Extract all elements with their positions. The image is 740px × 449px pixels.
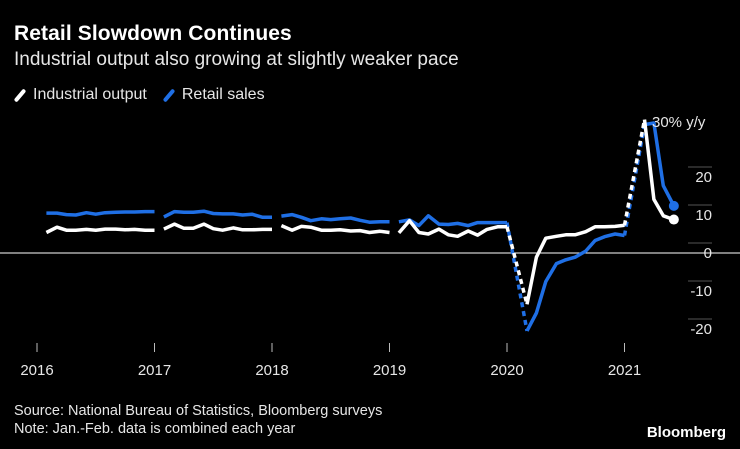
footnotes: Source: National Bureau of Statistics, B…	[14, 402, 382, 438]
y-tick-label: 0	[704, 245, 712, 262]
chart-subtitle: Industrial output also growing at slight…	[14, 49, 459, 70]
series-line-retail-sales	[644, 121, 676, 207]
legend: Industrial output Retail sales	[13, 86, 281, 104]
y-tick-label: -20	[690, 321, 712, 338]
legend-item-industrial-output: Industrial output	[13, 86, 147, 104]
y-axis-unit-label: 30% y/y	[652, 114, 706, 131]
x-tick-label: 2019	[373, 362, 406, 379]
series-line-retail-sales	[46, 209, 155, 217]
series-line-retail-sales	[281, 212, 390, 224]
data-note: Note: Jan.-Feb. data is combined each ye…	[14, 421, 296, 437]
x-tick-label: 2018	[255, 362, 288, 379]
series-line-retail-sales	[505, 222, 529, 332]
end-marker-retail-sales	[668, 200, 679, 211]
legend-label: Retail sales	[181, 86, 265, 103]
legend-item-retail-sales: Retail sales	[162, 86, 265, 104]
series-line-industrial-output	[642, 119, 675, 222]
y-tick-label: 20	[695, 169, 712, 186]
series-line-industrial-output	[280, 223, 390, 235]
series-line-industrial-output	[163, 222, 272, 232]
source-note: Source: National Bureau of Statistics, B…	[14, 403, 383, 419]
series-line-industrial-output	[45, 225, 155, 235]
series-line-retail-sales	[525, 232, 625, 332]
series-line-retail-sales	[163, 209, 272, 220]
x-tick-label: 2016	[20, 362, 53, 379]
y-tick-label: -10	[690, 283, 712, 300]
series-line-industrial-output	[525, 223, 625, 305]
end-marker-industrial-output	[668, 214, 679, 225]
series-line-industrial-output	[505, 226, 529, 305]
x-tick-label: 2021	[608, 362, 641, 379]
x-tick-label: 2020	[490, 362, 523, 379]
chart-title: Retail Slowdown Continues	[14, 22, 292, 45]
series-line-retail-sales	[398, 214, 507, 228]
bloomberg-logo: Bloomberg	[646, 424, 726, 441]
y-tick-label: 10	[695, 207, 712, 224]
x-tick-label: 2017	[138, 362, 171, 379]
legend-label: Industrial output	[33, 86, 147, 103]
series-line-industrial-output	[397, 218, 507, 239]
